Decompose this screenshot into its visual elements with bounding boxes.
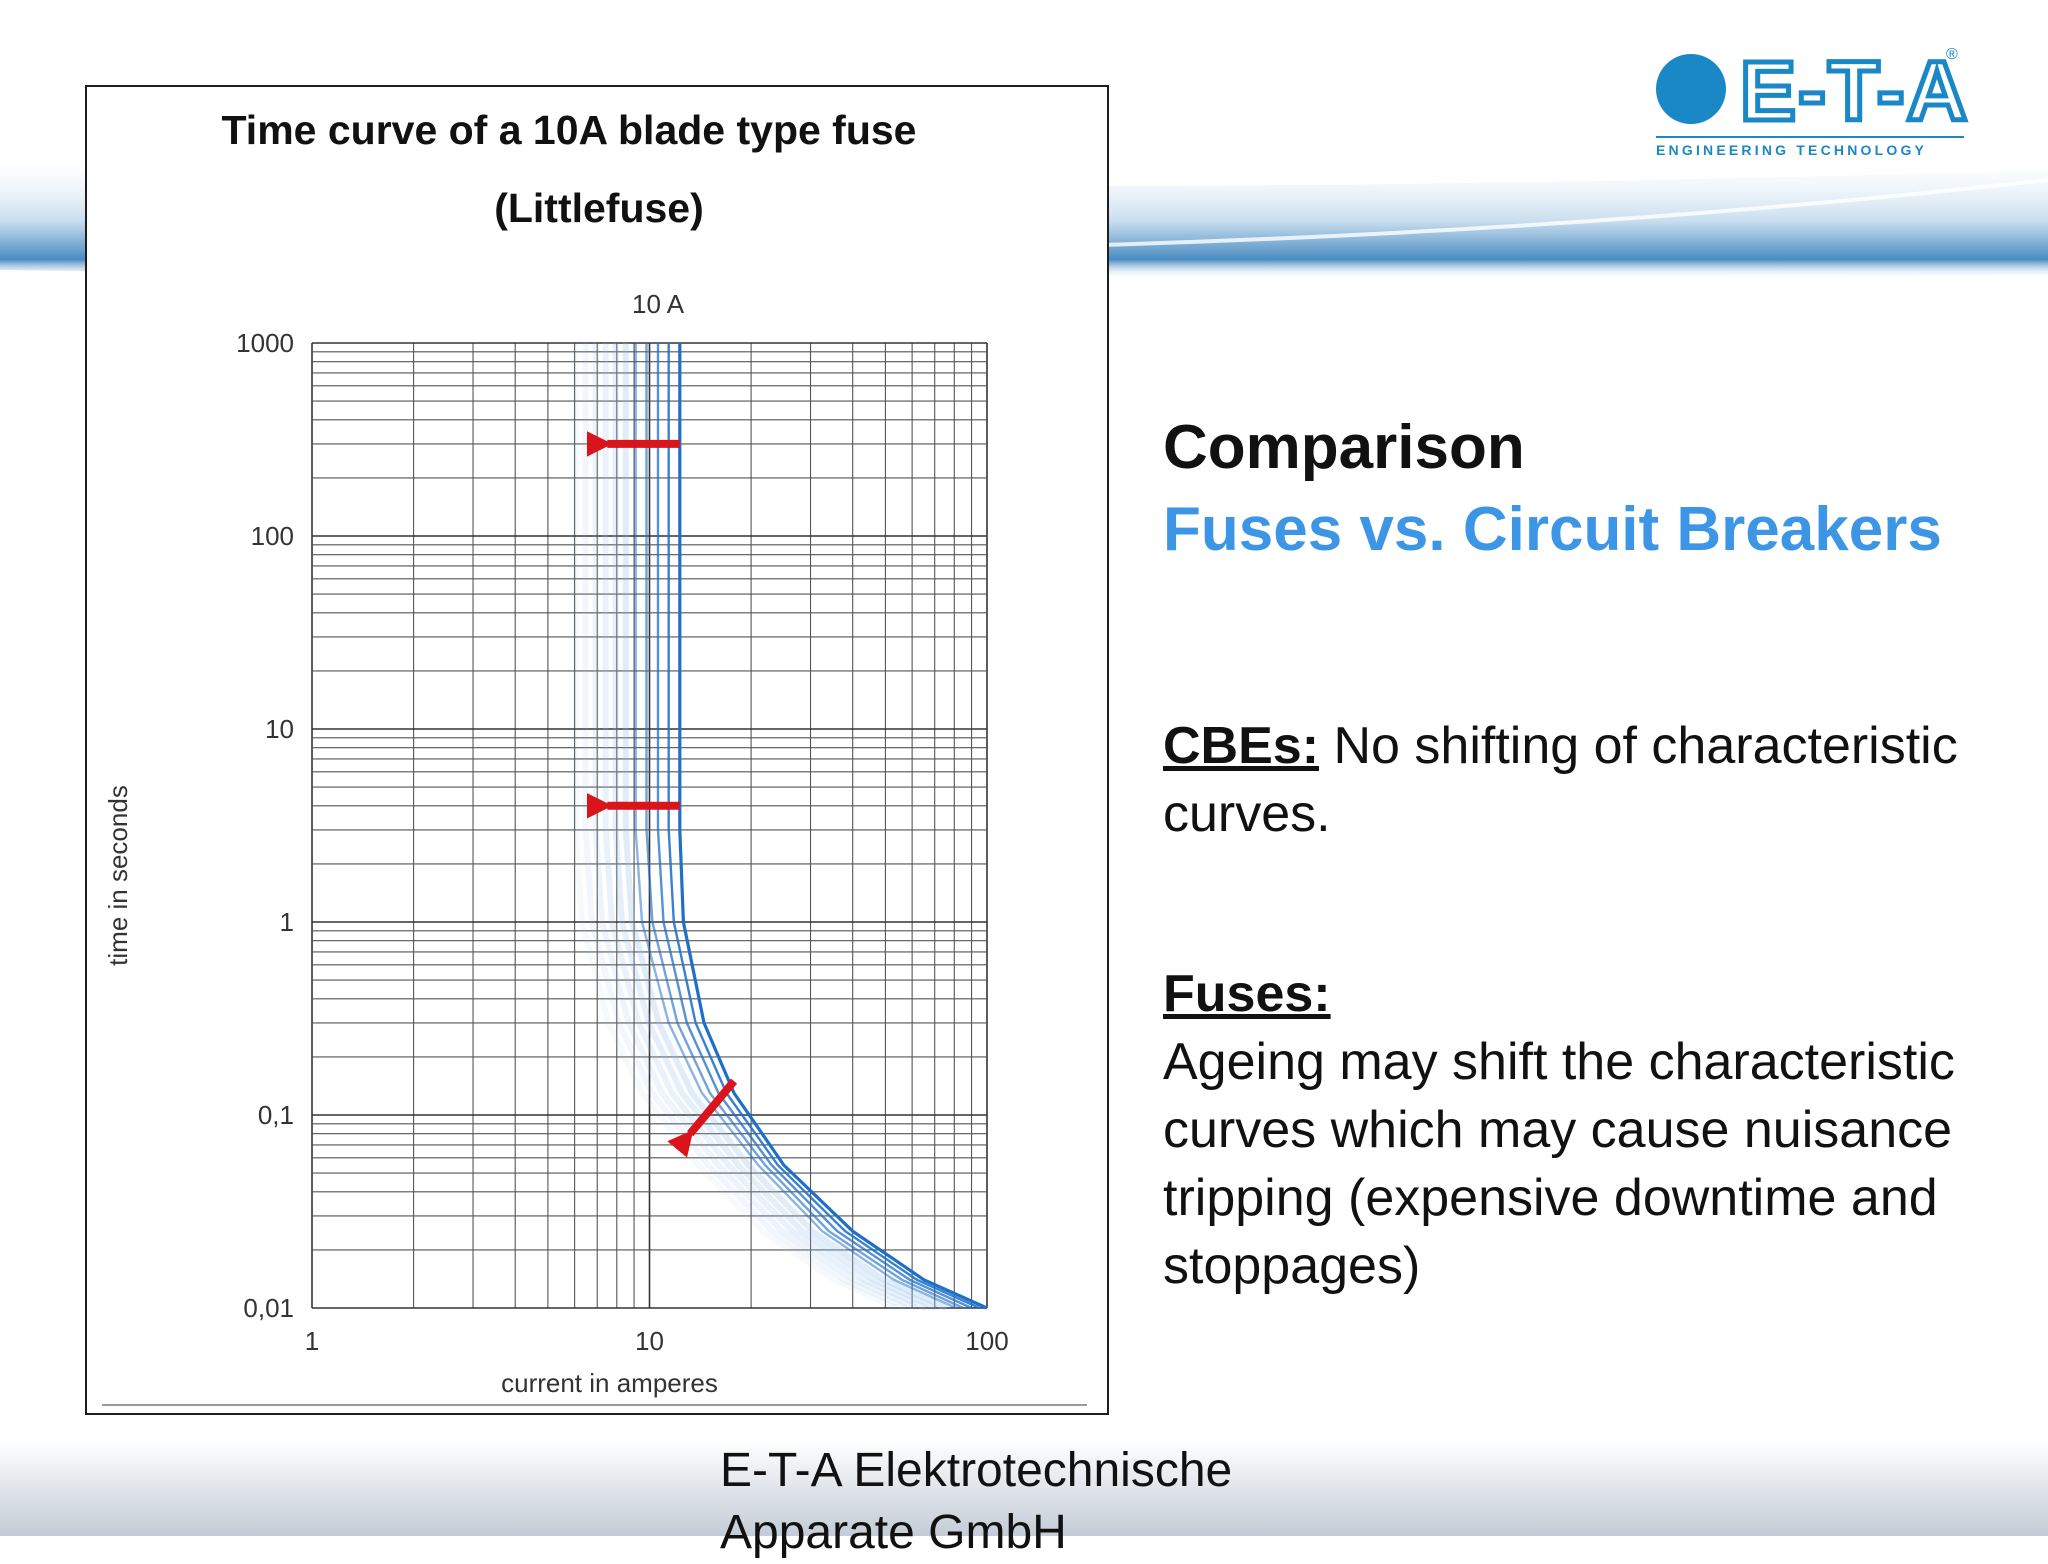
series-line [645,343,964,1310]
series-label: 10 A [632,289,685,319]
x-tick-label: 10 [635,1326,664,1356]
logo-mark-icon [1656,54,1726,124]
curve-shade [582,343,908,1311]
fuse-time-curve-chart: 1 10 100 1000 100 10 1 0,1 0,01 current in ampere… [102,289,1087,1406]
series-line [656,343,973,1310]
fuses-text: Ageing may shift the characteristic curv… [1163,1033,1955,1295]
curve-shade [622,343,948,1311]
fuses-paragraph: Fuses: Ageing may shift the characterist… [1163,960,2023,1300]
fuses-label: Fuses: [1163,965,1331,1023]
slide-heading: Comparison [1163,413,1525,482]
series-line [634,343,957,1310]
x-tick-label: 1 [305,1326,319,1356]
y-tick-label: 100 [251,521,294,551]
cbes-label: CBEs: [1163,717,1320,775]
curve-shade [592,343,918,1311]
shift-arrow [667,1078,738,1158]
logo-tagline: ENGINEERING TECHNOLOGY [1656,142,1928,158]
y-tick-label: 1000 [236,328,294,358]
footer-company: E-T-A Elektrotechnische Apparate GmbH [720,1444,1233,1559]
y-tick-label: 1 [280,907,294,937]
y-tick-label: 10 [265,714,294,744]
chart-title: Time curve of a 10A blade type fuse [221,107,917,153]
curve-shade [602,343,928,1311]
y-tick-label: 0,1 [258,1100,294,1130]
cbes-paragraph: CBEs: No shifting of characteristic curv… [1163,712,2023,848]
curve-shade [572,343,898,1311]
registered-mark-icon: ® [1946,46,1958,63]
y-tick-label: 0,01 [243,1293,294,1323]
slide-subheading: Fuses vs. Circuit Breakers [1163,495,1942,564]
cbes-text: No shifting of characteristic curves. [1163,717,1958,843]
y-axis-label: time in seconds [103,785,133,966]
eta-logo: E-T-A ® ENGINEERING TECHNOLOGY [1650,44,1970,166]
chart-subtitle: (Littlefuse) [494,185,704,231]
x-axis-label: current in amperes [501,1368,718,1398]
chart-panel: Time curve of a 10A blade type fuse (Lit… [85,85,1109,1415]
logo-rule [1656,136,1964,138]
x-tick-label: 100 [965,1326,1008,1356]
curve-shade [612,343,938,1311]
logo-wordmark: E-T-A [1737,44,1970,139]
series-line [678,343,988,1310]
